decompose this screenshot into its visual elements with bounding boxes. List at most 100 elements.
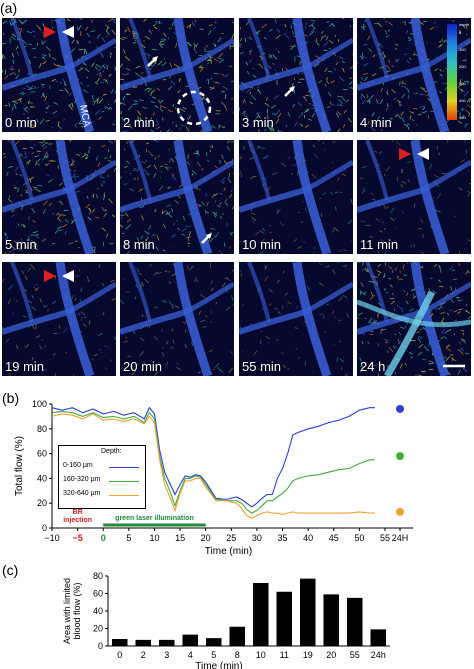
x-tick-label: 0 [117, 650, 122, 660]
x-axis-label: Time (min) [195, 661, 242, 669]
series-line-2 [51, 413, 375, 519]
flow-line-chart: 0 20 40 60 80 100 −10 −5 0 5 10 15 20 25 30 35 40 45 50 55 2… [14, 399, 413, 557]
time-label: 5 min [5, 237, 37, 252]
x-tick-label: 35 [278, 533, 288, 543]
x-tick-label: 40 [303, 533, 313, 543]
x-tick-label: 5 [126, 533, 131, 543]
colorbar-tick: 100 [459, 47, 466, 52]
series-line-0 [51, 406, 375, 508]
bar [135, 639, 152, 646]
y-tick-label: 20 [37, 498, 47, 508]
bar [229, 626, 246, 646]
legend-label-1: 160-320 μm [63, 476, 101, 483]
x-tick-label: 30 [252, 533, 262, 543]
time-label: 8 min [123, 237, 155, 252]
x-tick-label: 0 [101, 533, 106, 543]
bar [346, 597, 363, 646]
bar [299, 578, 316, 646]
y-tick-label: 40 [93, 606, 103, 616]
colorbar-tick: 0 [459, 30, 462, 35]
x-tick-label: 55 [350, 650, 360, 660]
x-tick-label: 24h [371, 650, 386, 660]
microscopy-tile: 19 min [2, 262, 116, 376]
x-tick-label: 15 [175, 533, 185, 543]
microscopy-tile: 8 min [120, 140, 234, 254]
image-grid: MCA 0 min 2 min 3 min depth 0 100 200 300 400 500 4… [0, 18, 474, 380]
legend-swatch-0 [109, 467, 139, 468]
vessel-image [2, 18, 116, 132]
time-label: 19 min [5, 359, 45, 374]
bar [276, 591, 293, 646]
vessel-image [120, 262, 234, 376]
y-tick-label: 100 [32, 399, 47, 409]
microscopy-tile: 5 min [2, 140, 116, 254]
vessel-image [239, 140, 353, 254]
y-tick-label: 80 [37, 424, 47, 434]
microscopy-tile: 20 min [120, 262, 234, 376]
vessel-image [120, 18, 234, 132]
time-label: 20 min [123, 359, 163, 374]
y-tick-label: 20 [93, 624, 103, 634]
y-tick-label: 0 [42, 523, 47, 533]
y-axis-label: blood flow (%) [72, 582, 82, 639]
microscopy-tile: 55 min [239, 262, 353, 376]
colorbar-tick: 300 [459, 81, 466, 86]
x-tick-label: 10 [256, 650, 266, 660]
x-tick-label: 8 [235, 650, 240, 660]
panel-label-c: (c) [2, 562, 19, 578]
time-label: 55 min [242, 359, 282, 374]
time-label: 0 min [5, 115, 37, 130]
x-tick-label: 20 [326, 650, 336, 660]
time-label: 11 min [360, 237, 399, 252]
x-tick-label: 45 [329, 533, 339, 543]
y-axis-label: Area with limited [62, 578, 72, 644]
bar [323, 594, 340, 646]
series-24h-point-0 [396, 404, 404, 413]
x-tick-label: 20 [201, 533, 211, 543]
br-injection-annotation: injection [63, 517, 92, 524]
series-24h-point-1 [396, 452, 404, 461]
microscopy-tile: 2 min [120, 18, 234, 132]
panel-label-b: (b) [2, 390, 20, 406]
bar [158, 639, 175, 646]
x-tick-label: 11 [280, 650, 289, 660]
colorbar-tick: 400 [459, 98, 466, 103]
vessel-image [239, 18, 353, 132]
vessel-image [357, 262, 471, 376]
flow-legend: Depth: 0-160 μm 160-320 μm 320-640 μm [58, 445, 146, 509]
legend-title: Depth: [101, 448, 122, 455]
microscopy-tile: 11 min [357, 140, 471, 254]
x-tick-label: 19 [303, 650, 313, 660]
time-label: 24 h [360, 359, 386, 374]
microscopy-tile: depth 0 100 200 300 400 500 4 min [357, 18, 471, 132]
x-tick-label: 4 [188, 650, 193, 660]
x-tick-label: 3 [164, 650, 169, 660]
vessel-image [2, 262, 116, 376]
microscopy-tile: MCA 0 min [2, 18, 116, 132]
x-tick-label: 55 [380, 533, 390, 543]
vessel-image [2, 140, 116, 254]
y-tick-label: 40 [37, 473, 47, 483]
x-tick-label: 25 [226, 533, 236, 543]
bar [182, 634, 199, 646]
laser-illumination-annotation: green laser illumination [115, 515, 194, 522]
colorbar-title: depth [459, 22, 470, 27]
time-label: 3 min [242, 115, 274, 130]
colorbar-tick: 500 [459, 115, 466, 120]
bar [205, 638, 222, 646]
x-tick-label: 24H [392, 533, 409, 543]
microscopy-tile: 3 min [239, 18, 353, 132]
x-tick-label: 10 [149, 533, 159, 543]
microscopy-tile: 10 min [239, 140, 353, 254]
y-tick-label: 60 [37, 449, 47, 459]
bar [370, 629, 387, 646]
panel-label-a: (a) [0, 0, 18, 16]
vessel-image [120, 140, 234, 254]
vessel-image [239, 262, 353, 376]
series-24h-point-2 [396, 507, 404, 516]
legend-label-2: 320-640 μm [63, 490, 101, 497]
y-axis-label: Total flow (%) [14, 436, 25, 496]
y-tick-label: 60 [93, 589, 103, 599]
vessel-image [357, 140, 471, 254]
y-tick-label: 80 [93, 571, 103, 581]
